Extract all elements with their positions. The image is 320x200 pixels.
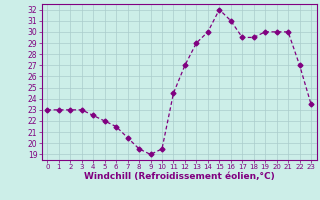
X-axis label: Windchill (Refroidissement éolien,°C): Windchill (Refroidissement éolien,°C) bbox=[84, 172, 275, 181]
